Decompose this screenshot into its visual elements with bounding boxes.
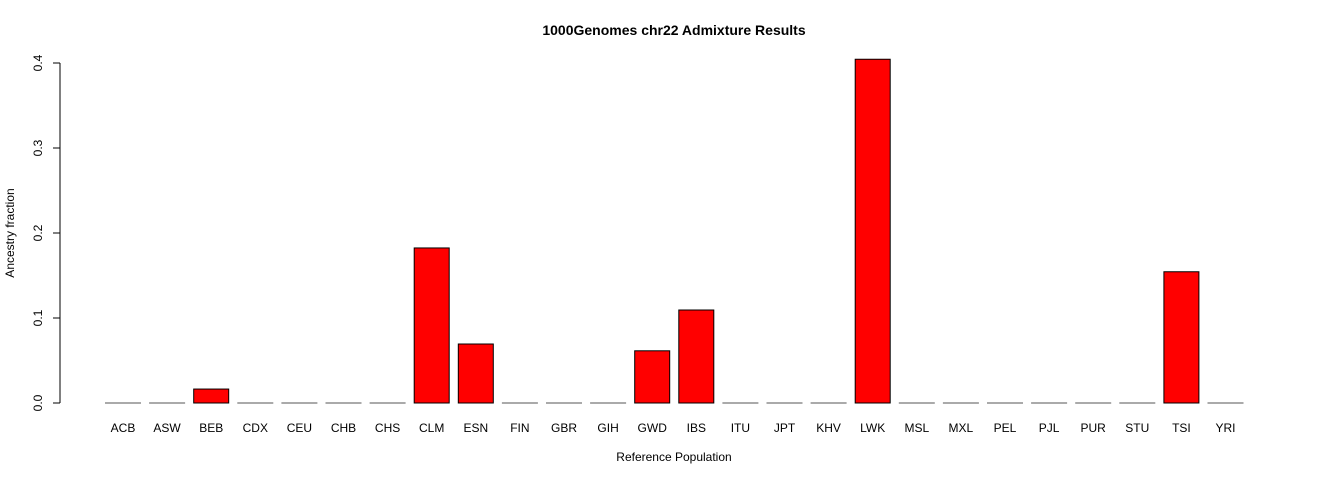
bars [105,58,1244,404]
x-tick-label: BEB [199,421,223,435]
x-axis-label: Reference Population [616,450,731,464]
x-tick-label: ASW [153,421,181,435]
x-tick-labels: ACB ASW BEB CDX CEU CHB CHS CLM ESN FIN GBR GIH GWD I… [111,421,1236,435]
y-axis: 0.0 0.1 0.2 0.3 0.4 [31,54,61,411]
y-tick-label: 0.3 [31,139,45,156]
x-tick-label: PJL [1039,421,1060,435]
x-tick-label: GIH [597,421,618,435]
bar [854,58,891,404]
x-tick-label: STU [1125,421,1149,435]
y-axis-label: Ancestry fraction [3,188,17,277]
x-tick-label: PEL [994,421,1017,435]
y-tick-label: 0.4 [31,54,45,71]
chart-title: 1000Genomes chr22 Admixture Results [542,22,805,38]
x-tick-label: MSL [904,421,929,435]
x-tick-label: IBS [687,421,706,435]
x-tick-label: ITU [731,421,750,435]
x-tick-label: FIN [510,421,529,435]
y-tick-label: 0.0 [31,394,45,411]
x-tick-label: GWD [638,421,668,435]
x-tick-label: YRI [1215,421,1235,435]
x-tick-label: JPT [774,421,796,435]
bar [193,388,230,404]
bar [634,350,671,404]
x-tick-label: TSI [1172,421,1191,435]
bar [413,247,450,404]
y-tick-label: 0.1 [31,309,45,326]
x-tick-label: MXL [949,421,974,435]
x-tick-label: CEU [287,421,312,435]
x-tick-label: CDX [243,421,268,435]
x-tick-label: CLM [419,421,444,435]
bar [457,343,494,404]
x-tick-label: PUR [1081,421,1107,435]
bar [1163,271,1200,404]
y-tick-label: 0.2 [31,224,45,241]
x-tick-label: KHV [816,421,841,435]
x-tick-label: ACB [111,421,136,435]
bar [678,309,715,404]
x-tick-label: GBR [551,421,577,435]
x-tick-label: CHB [331,421,356,435]
x-tick-label: CHS [375,421,400,435]
x-tick-label: ESN [463,421,488,435]
x-tick-label: LWK [860,421,885,435]
